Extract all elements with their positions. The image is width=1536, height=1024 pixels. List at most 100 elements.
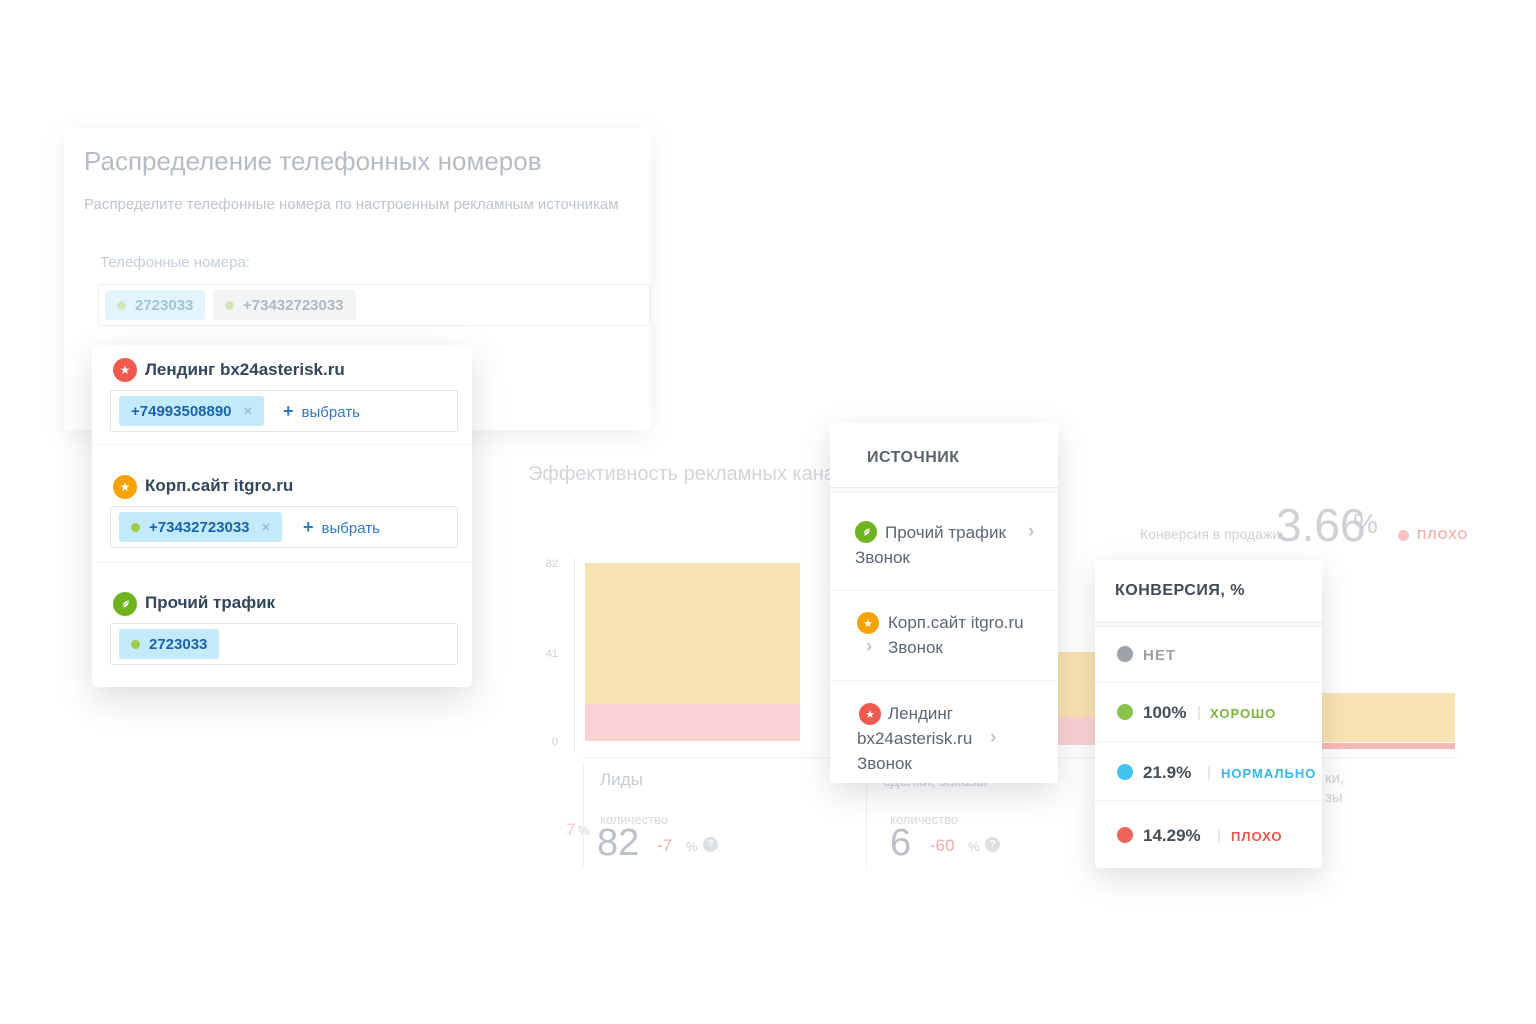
divider (1095, 800, 1322, 801)
column-divider (583, 763, 584, 868)
divider (1095, 682, 1322, 683)
star-icon: ★ (113, 358, 137, 382)
panel-subtitle: Распределите телефонные номера по настро… (84, 196, 619, 213)
assigned-phone-label: +73432723033 (149, 518, 250, 536)
help-icon[interactable]: ? (985, 837, 1000, 852)
legend-tag: ХОРОШО (1210, 706, 1277, 721)
leads-caption: количество (600, 812, 669, 827)
chart-title: Эффективность рекламных каналов (528, 463, 869, 485)
source-sublevel: Звонок (888, 638, 943, 657)
kpi-value: 3.66 (1276, 499, 1366, 551)
bar-leads-yellow (585, 563, 800, 704)
legend-value: 21.9% (1143, 763, 1192, 782)
source-phone-box[interactable]: +74993508890 × + выбрать (110, 390, 458, 432)
choose-label: выбрать (321, 520, 380, 537)
help-icon[interactable]: ? (703, 837, 718, 852)
plus-icon: + (303, 517, 314, 537)
popup-title: КОНВЕРСИЯ, % (1115, 582, 1245, 599)
choose-phone-button[interactable]: + выбрать (303, 517, 380, 538)
leads-value: 82 (597, 822, 640, 864)
phones-label: Телефонные номера: (100, 254, 250, 271)
phone-chip-label: 2723033 (135, 296, 194, 314)
cropped-delta-fragment: 7 (566, 820, 576, 839)
phone-status-dot (117, 300, 126, 310)
source-sublevel: Звонок (857, 754, 912, 773)
divider (830, 680, 1058, 681)
source-phone-box[interactable]: +73432723033 × + выбрать (110, 506, 458, 548)
deals-caption: количество (890, 812, 959, 827)
phones-field: 2723033 +73432723033 (98, 284, 650, 326)
choose-label: выбрать (301, 404, 360, 421)
legend-tag: ПЛОХО (1231, 829, 1283, 844)
source-popup: ИСТОЧНИК Прочий трафик › Звонок ★ Корп.с… (830, 423, 1058, 783)
source-phone-box[interactable]: 2723033 (110, 623, 458, 665)
legend-tag: НОРМАЛЬНО (1221, 766, 1317, 781)
kpi-unit: % (1353, 508, 1378, 539)
divider (1095, 741, 1322, 742)
source-title: Лендинг bx24asterisk.ru (145, 360, 345, 379)
legend-value: НЕТ (1143, 647, 1176, 664)
assigned-phone-chip[interactable]: 2723033 (119, 629, 220, 659)
phone-status-dot (131, 522, 140, 532)
pipe-divider: | (1217, 827, 1221, 844)
deals-delta: -60 (930, 836, 955, 855)
deals-value: 6 (890, 822, 912, 864)
plus-icon: + (283, 401, 294, 421)
remove-phone-icon[interactable]: × (243, 402, 253, 420)
phone-status-dot (225, 300, 234, 310)
source-name: Лендинг (888, 704, 954, 723)
bar-sales-pink (1250, 743, 1455, 749)
divider (1095, 622, 1322, 627)
chevron-right-icon: › (990, 727, 997, 748)
y-tick: 0 (551, 736, 558, 748)
conversion-popup: КОНВЕРСИЯ, % НЕТ 100% | ХОРОШО 21.9% | Н… (1095, 560, 1322, 868)
source-title: Корп.сайт itgro.ru (145, 476, 294, 495)
phone-status-dot (131, 639, 140, 649)
star-icon: ★ (859, 703, 881, 725)
choose-phone-button[interactable]: + выбрать (283, 401, 360, 422)
red-dot-icon (1117, 827, 1133, 843)
source-name: Прочий трафик (885, 523, 1006, 542)
chevron-right-icon: › (866, 636, 873, 657)
source-title: Прочий трафик (145, 593, 276, 612)
legend-value: 14.29% (1143, 826, 1201, 845)
source-name: Корп.сайт itgro.ru (888, 613, 1024, 632)
divider (92, 562, 472, 563)
column-divider (866, 763, 867, 868)
leaf-icon (113, 592, 137, 616)
popup-title: ИСТОЧНИК (867, 449, 960, 466)
phone-chip: 2723033 (105, 290, 206, 320)
assigned-phone-chip[interactable]: +74993508890 × (119, 396, 265, 426)
legend-value: 100% (1143, 703, 1187, 722)
star-icon: ★ (113, 475, 137, 499)
assigned-phone-chip[interactable]: +73432723033 × (119, 512, 283, 542)
deals-delta-pct: % (968, 839, 980, 854)
leads-header: Лиды (600, 770, 643, 789)
blue-dot-icon (1117, 764, 1133, 780)
chevron-right-icon: › (1028, 521, 1035, 542)
source-name: bx24asterisk.ru (857, 729, 973, 748)
status-dot (1398, 530, 1409, 541)
phone-chip: +73432723033 (213, 290, 356, 320)
cropped-pct-fragment: % (578, 823, 590, 838)
source-sublevel: Звонок (855, 548, 910, 567)
kpi-status: ПЛОХО (1417, 527, 1469, 542)
sales-note-fragment: зы (1325, 789, 1343, 806)
green-dot-icon (1117, 704, 1133, 720)
grey-dot-icon (1117, 646, 1133, 662)
pipe-divider: | (1207, 764, 1211, 781)
remove-phone-icon[interactable]: × (261, 518, 271, 536)
sources-card: ★ Лендинг bx24asterisk.ru +74993508890 ×… (92, 345, 472, 687)
y-tick: 82 (545, 558, 558, 570)
assigned-phone-label: 2723033 (149, 635, 208, 653)
assigned-phone-label: +74993508890 (131, 402, 232, 420)
phone-chip-label: +73432723033 (243, 296, 344, 314)
star-icon: ★ (857, 612, 879, 634)
chart-y-axis (574, 558, 575, 752)
leads-delta-pct: % (686, 839, 698, 854)
sales-note-fragment: ки, (1325, 770, 1345, 787)
kpi-label: Конверсия в продажи (1140, 526, 1281, 542)
divider (830, 487, 1058, 493)
leaf-icon (855, 521, 877, 543)
